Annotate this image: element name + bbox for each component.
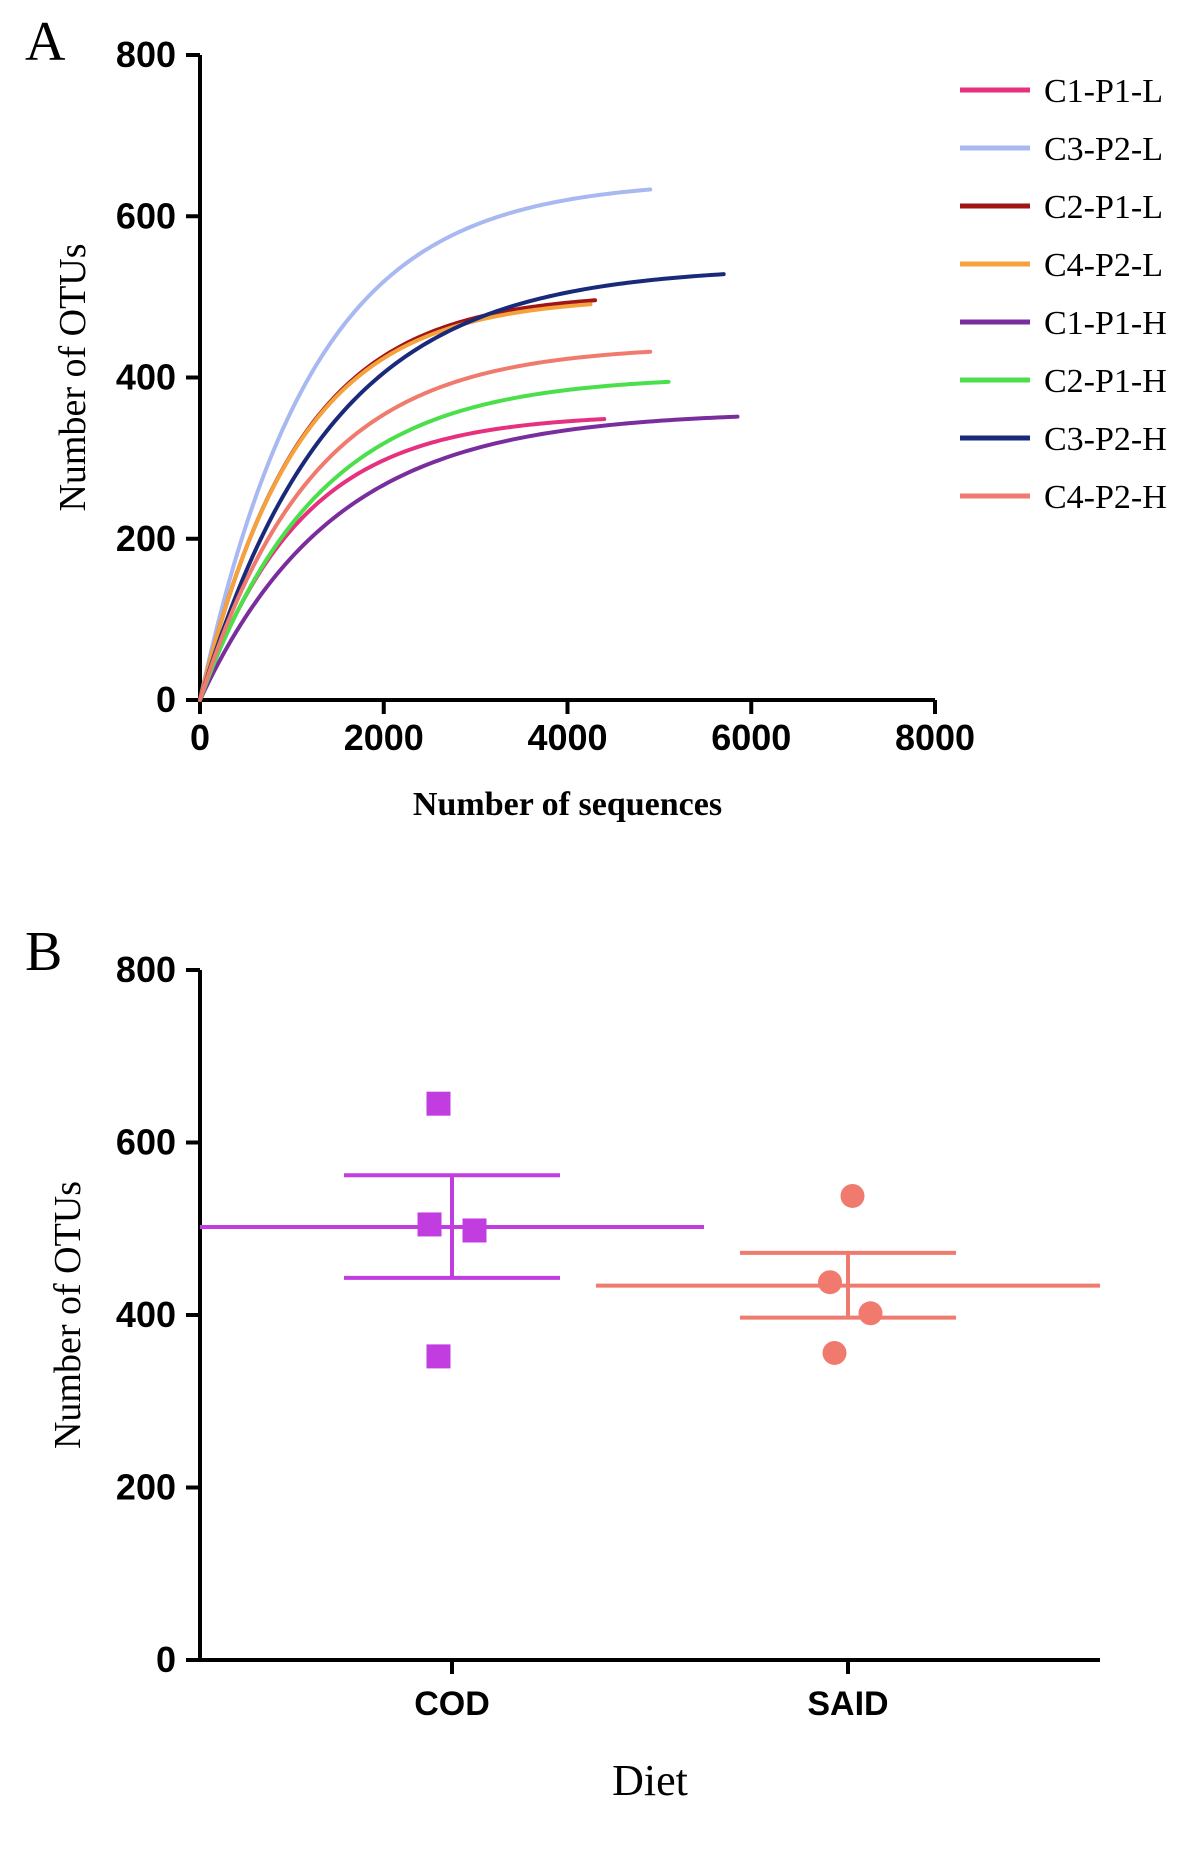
- svg-text:C2-P1-H: C2-P1-H: [1044, 363, 1167, 400]
- panel-b-chart: 0 200 400 600 800 Diet Number of OTUs COD SAID: [0, 900, 1200, 1860]
- figure-container: A 020040060080002000400060008000Number o…: [0, 0, 1200, 1871]
- svg-text:200: 200: [116, 518, 176, 559]
- svg-text:800: 800: [116, 949, 176, 990]
- svg-text:COD: COD: [414, 1685, 490, 1723]
- svg-text:0: 0: [156, 1639, 176, 1680]
- svg-text:C3-P2-L: C3-P2-L: [1044, 131, 1163, 168]
- svg-text:600: 600: [116, 1122, 176, 1163]
- svg-text:400: 400: [116, 1294, 176, 1335]
- svg-text:Number of OTUs: Number of OTUs: [52, 243, 94, 511]
- svg-text:2000: 2000: [344, 717, 424, 758]
- svg-text:C1-P1-L: C1-P1-L: [1044, 73, 1163, 110]
- svg-text:8000: 8000: [895, 717, 975, 758]
- svg-text:400: 400: [116, 357, 176, 398]
- svg-text:C4-P2-L: C4-P2-L: [1044, 247, 1163, 284]
- svg-text:C2-P1-L: C2-P1-L: [1044, 189, 1163, 226]
- svg-text:SAID: SAID: [807, 1685, 888, 1723]
- svg-text:200: 200: [116, 1467, 176, 1508]
- panel-a-chart: 020040060080002000400060008000Number of …: [0, 0, 1200, 850]
- svg-text:Diet: Diet: [612, 1756, 688, 1805]
- svg-text:0: 0: [156, 679, 176, 720]
- svg-text:6000: 6000: [711, 717, 791, 758]
- svg-text:Number of OTUs: Number of OTUs: [47, 1181, 89, 1449]
- svg-text:Number of sequences: Number of sequences: [413, 786, 722, 823]
- svg-text:800: 800: [116, 34, 176, 75]
- svg-text:600: 600: [116, 195, 176, 236]
- svg-text:0: 0: [190, 717, 210, 758]
- svg-text:C4-P2-H: C4-P2-H: [1044, 479, 1167, 516]
- svg-text:C3-P2-H: C3-P2-H: [1044, 421, 1167, 458]
- svg-text:4000: 4000: [527, 717, 607, 758]
- svg-text:C1-P1-H: C1-P1-H: [1044, 305, 1167, 342]
